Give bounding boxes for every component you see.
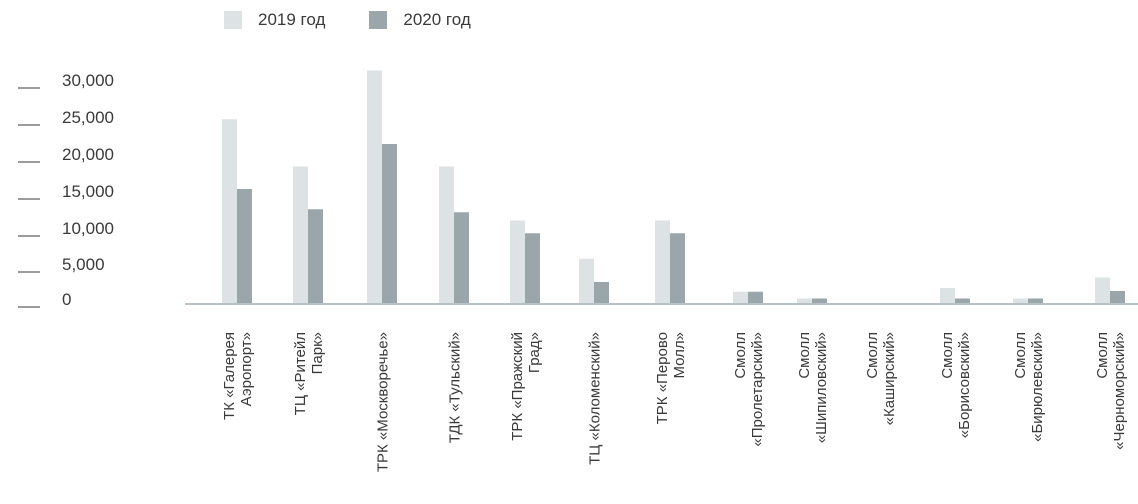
bar-2019 — [797, 298, 812, 303]
legend-item-2020: 2020 год — [369, 10, 471, 30]
bar-2020 — [1110, 291, 1125, 303]
x-tick-label: ТРК «Москворечье» — [374, 332, 391, 472]
bar-2020 — [454, 212, 469, 303]
legend-label-2020: 2020 год — [403, 10, 471, 29]
bar-2020 — [382, 144, 397, 303]
x-tick-label: ТЦ «Коломенский» — [586, 332, 603, 465]
legend: 2019 год 2020 год — [224, 10, 515, 30]
y-tick-label: 25,000 — [62, 108, 114, 127]
x-tick-label: Смолл«Шипиловский» — [796, 332, 830, 443]
x-tick-label: ТК «ГалереяАэропорт» — [221, 332, 255, 420]
y-tick-label: 0 — [62, 290, 71, 309]
bar-2020 — [1028, 298, 1043, 303]
y-tick-label: 30,000 — [62, 71, 114, 90]
x-tick-label: ТЦ «РитейлПарк» — [292, 332, 326, 415]
bar-2020 — [237, 189, 252, 303]
legend-swatch-2019 — [224, 11, 242, 29]
bar-2020 — [748, 291, 763, 303]
bar-2020 — [525, 233, 540, 303]
bar-2020 — [955, 298, 970, 303]
x-tick-label: Смолл«Бирюлевский» — [1012, 332, 1046, 442]
bar-2019 — [733, 291, 748, 303]
bar-2019 — [655, 220, 670, 303]
legend-swatch-2020 — [369, 11, 388, 29]
bar-2020 — [594, 282, 609, 303]
y-tick-label: 5,000 — [62, 255, 105, 274]
bar-2019 — [510, 220, 525, 303]
bar-2019 — [439, 166, 454, 303]
x-tick-label: Смолл«Черноморский» — [1094, 332, 1128, 450]
x-tick-label: Смолл«Борисовский» — [939, 332, 973, 438]
bar-2020 — [812, 298, 827, 303]
bar-2019 — [940, 288, 955, 303]
x-tick-label: Смолл«Каширский» — [864, 332, 898, 425]
y-tick-label: 15,000 — [62, 182, 114, 201]
x-tick-label: ТРК «ПражскийГрад» — [509, 332, 543, 441]
y-tick-label: 20,000 — [62, 145, 114, 164]
x-tick-label: Смолл«Пролетарский» — [732, 332, 766, 447]
x-tick-label: ТРК «ПеровоМолл» — [654, 332, 688, 424]
x-tick-label: ТДК «Тульский» — [446, 332, 463, 443]
bar-2019 — [1095, 277, 1110, 303]
bar-2019 — [1013, 298, 1028, 303]
bar-2020 — [308, 209, 323, 303]
bar-2019 — [222, 119, 237, 303]
y-tick-label: 10,000 — [62, 219, 114, 238]
bar-2020 — [670, 233, 685, 303]
bar-2019 — [293, 166, 308, 303]
legend-label-2019: 2019 год — [258, 10, 326, 29]
bar-2019 — [367, 70, 382, 303]
bar-2019 — [579, 258, 594, 303]
legend-item-2019: 2019 год — [224, 10, 325, 30]
